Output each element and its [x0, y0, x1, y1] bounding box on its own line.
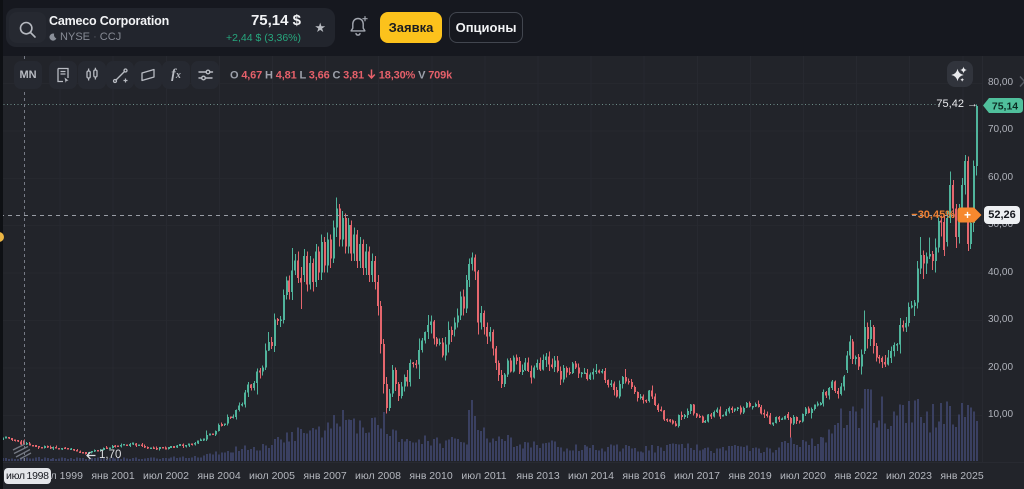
svg-text:+: +	[964, 208, 971, 222]
svg-text:75,14: 75,14	[992, 101, 1018, 113]
